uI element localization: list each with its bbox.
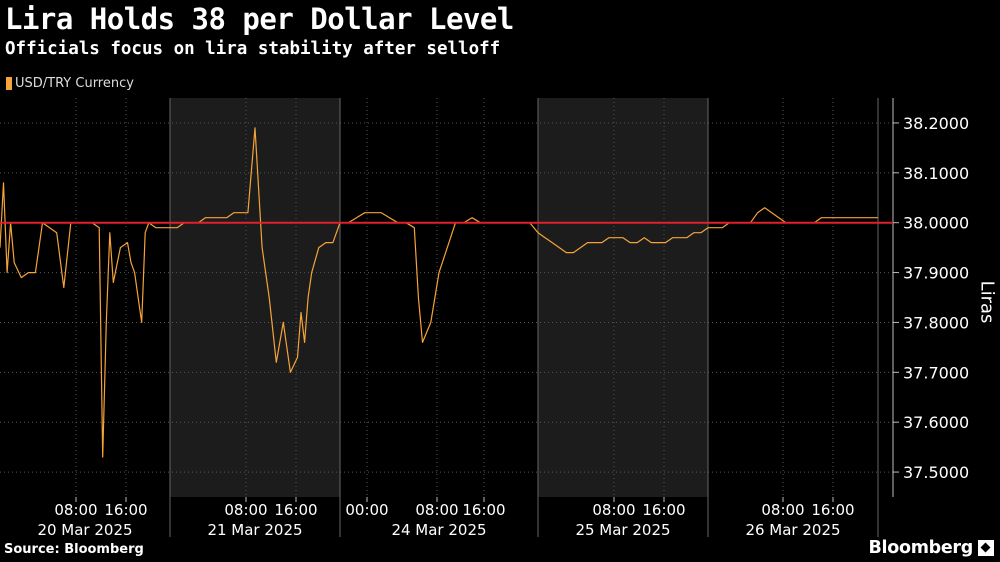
y-axis-label-box: Liras bbox=[972, 272, 1000, 332]
x-day-label: 20 Mar 2025 bbox=[37, 521, 132, 539]
x-time-label: 08:00 bbox=[761, 501, 804, 519]
y-tick-label: 38.1000 bbox=[903, 164, 969, 183]
y-tick-label: 37.9000 bbox=[903, 264, 969, 283]
x-time-label: 16:00 bbox=[642, 501, 685, 519]
shaded-day-band bbox=[170, 98, 340, 497]
x-day-label: 24 Mar 2025 bbox=[391, 521, 486, 539]
source-note: Source: Bloomberg bbox=[4, 542, 144, 557]
y-tick-label: 37.7000 bbox=[903, 363, 969, 382]
x-time-label: 08:00 bbox=[224, 501, 267, 519]
x-day-label: 26 Mar 2025 bbox=[745, 521, 840, 539]
shaded-day-band bbox=[538, 98, 708, 497]
x-time-label: 08:00 bbox=[54, 501, 97, 519]
brand-wordmark: Bloomberg bbox=[868, 538, 974, 558]
x-time-label: 16:00 bbox=[811, 501, 854, 519]
y-tick-label: 37.5000 bbox=[903, 463, 969, 482]
brand-logo: Bloomberg bbox=[869, 538, 994, 558]
x-day-label: 25 Mar 2025 bbox=[575, 521, 670, 539]
y-tick-label: 38.2000 bbox=[903, 114, 969, 133]
legend: USD/TRY Currency bbox=[6, 76, 134, 91]
legend-label: USD/TRY Currency bbox=[15, 76, 134, 91]
x-time-label: 00:00 bbox=[345, 501, 388, 519]
x-time-label: 16:00 bbox=[274, 501, 317, 519]
legend-swatch bbox=[6, 77, 12, 90]
x-time-label: 16:00 bbox=[104, 501, 147, 519]
y-tick-label: 38.0000 bbox=[903, 214, 969, 233]
chart-title: Lira Holds 38 per Dollar Level bbox=[5, 2, 514, 36]
y-tick-label: 37.6000 bbox=[903, 413, 969, 432]
y-axis-label: Liras bbox=[976, 280, 998, 324]
series-line-usd-try bbox=[0, 127, 878, 458]
x-day-label: 21 Mar 2025 bbox=[207, 521, 302, 539]
x-time-label: 16:00 bbox=[462, 501, 505, 519]
x-time-label: 08:00 bbox=[592, 501, 635, 519]
chart-subtitle: Officials focus on lira stability after … bbox=[5, 39, 501, 59]
bloomberg-logo-icon bbox=[978, 540, 994, 556]
x-time-label: 08:00 bbox=[415, 501, 458, 519]
y-tick-label: 37.8000 bbox=[903, 313, 969, 332]
